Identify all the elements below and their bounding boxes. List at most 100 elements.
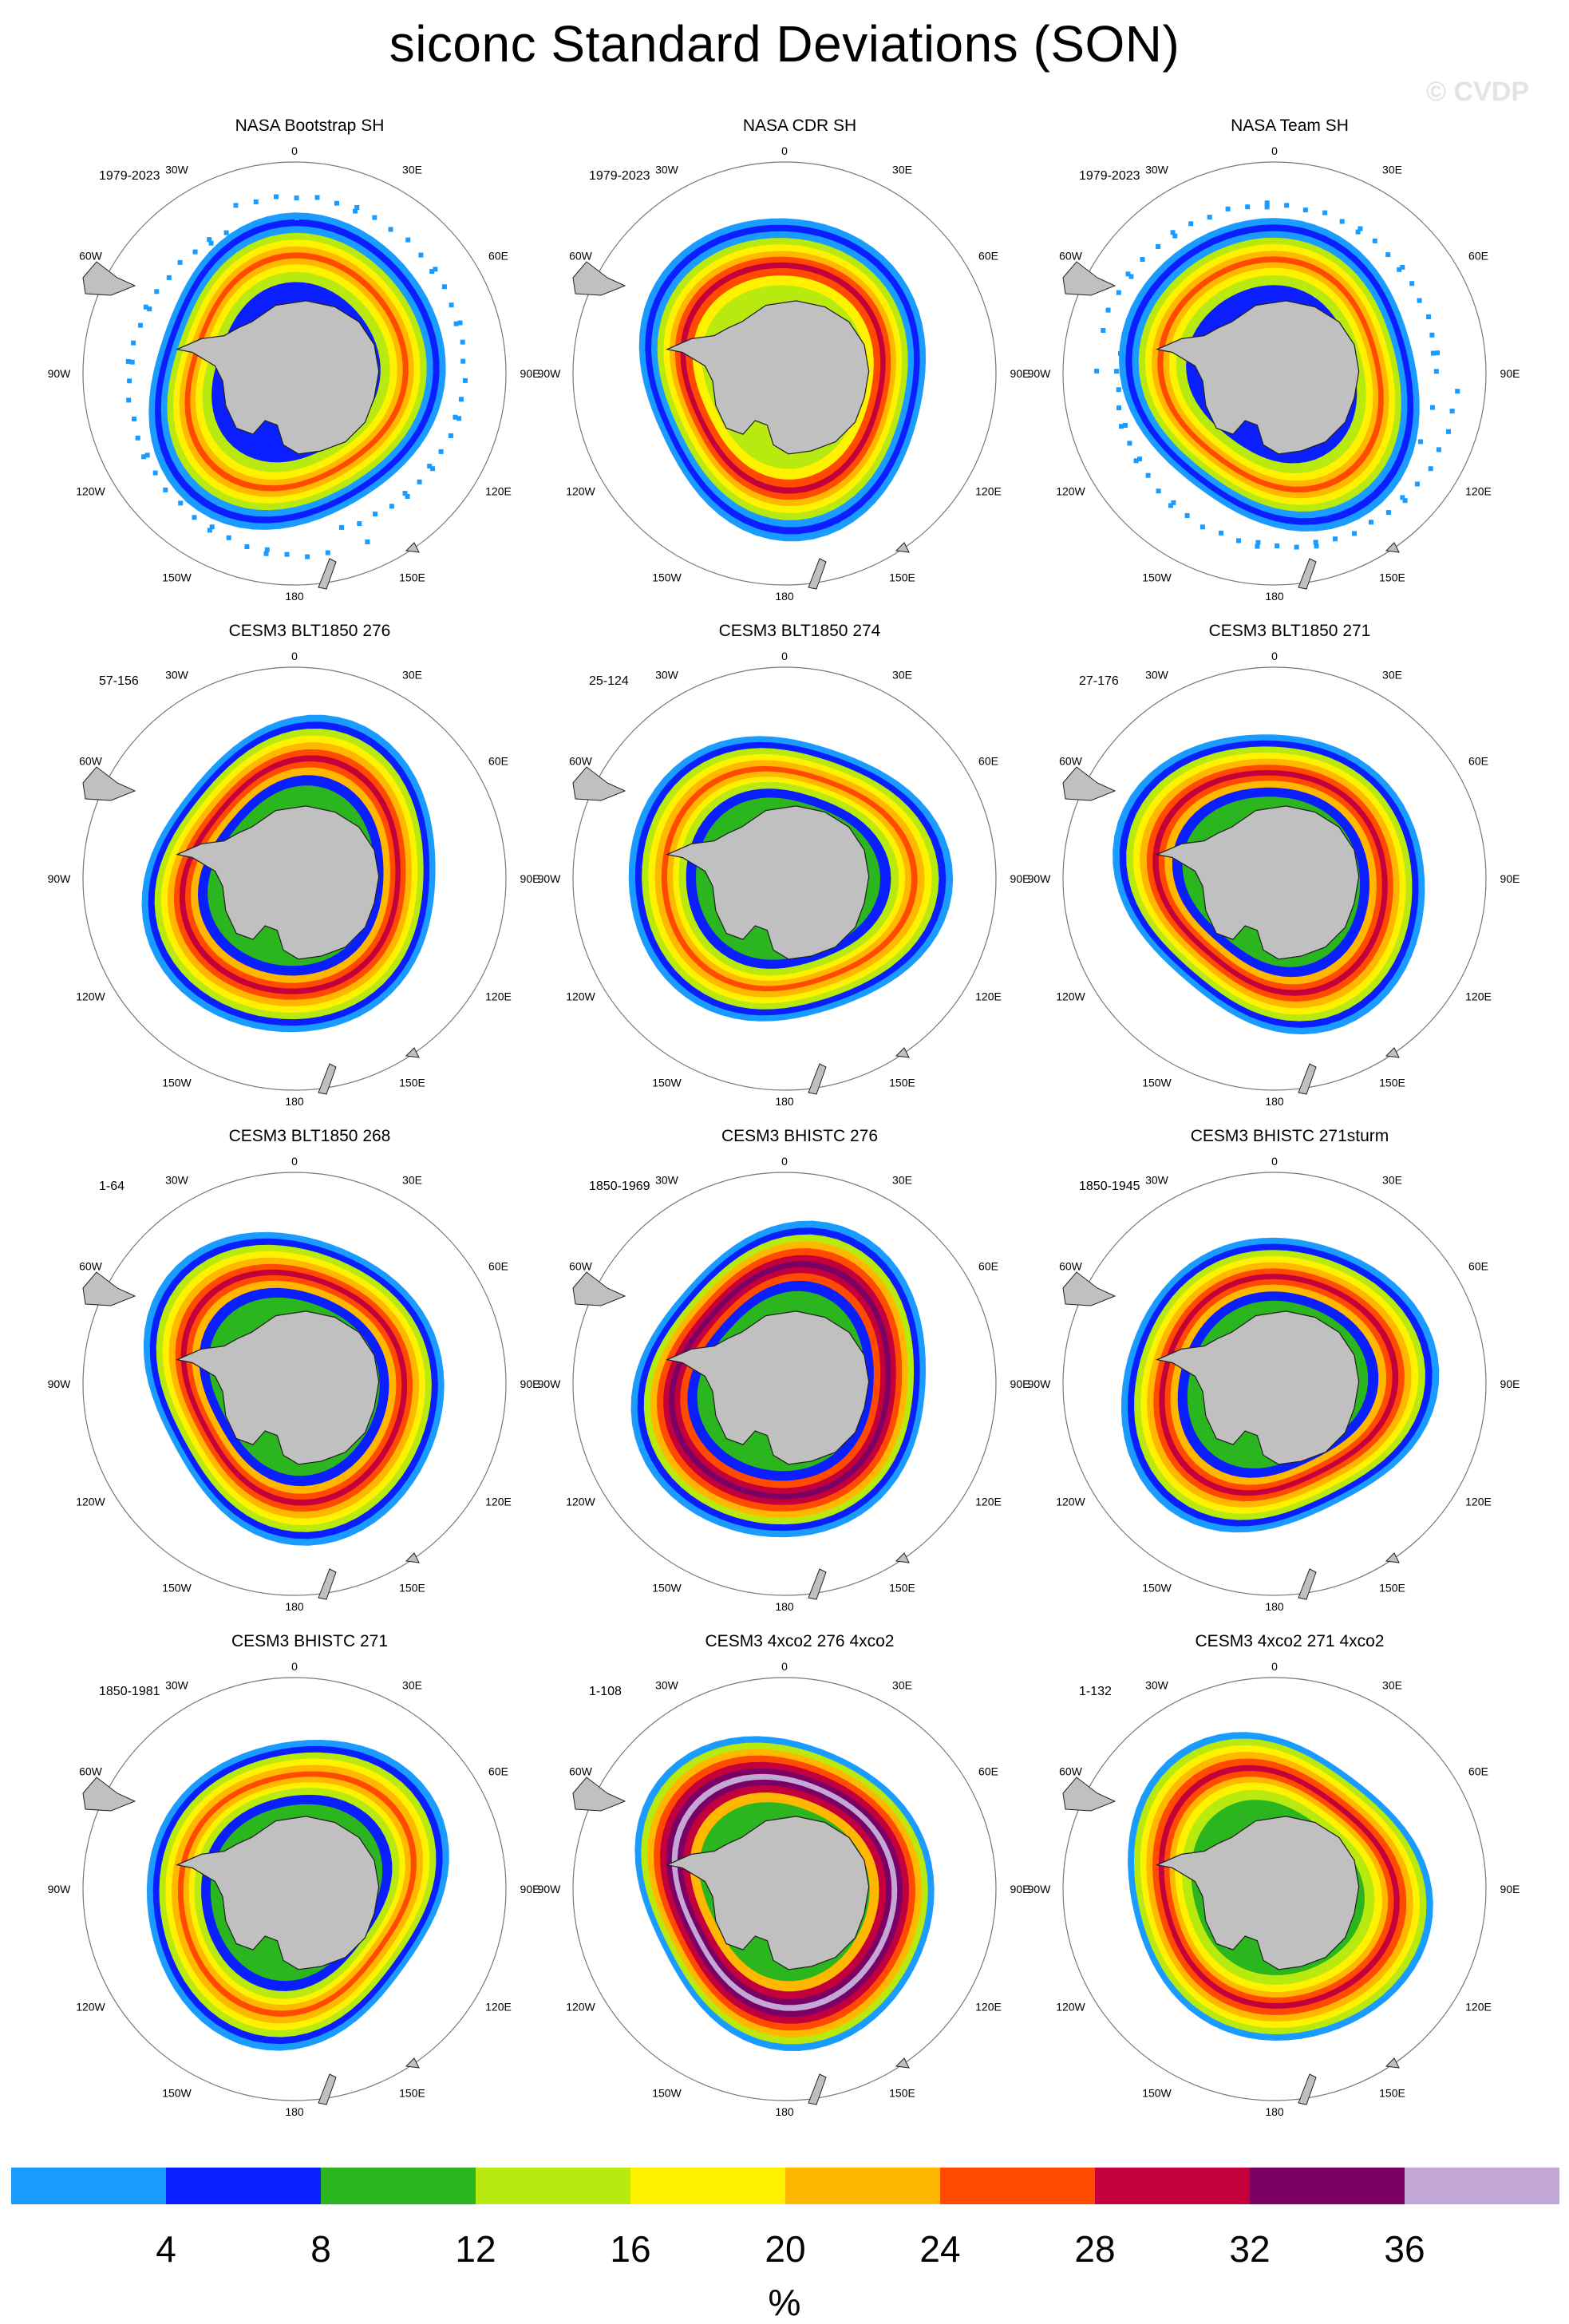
sea-ice-speckle xyxy=(1414,481,1420,487)
sea-ice-speckle xyxy=(1426,314,1432,319)
longitude-label: 90E xyxy=(1010,872,1030,885)
sea-ice-speckle xyxy=(417,479,422,484)
longitude-label: 0 xyxy=(781,1155,788,1168)
longitude-label: 90E xyxy=(1500,367,1520,380)
longitude-label: 120E xyxy=(975,990,1002,1003)
sea-ice-speckle xyxy=(462,377,468,383)
sea-ice-speckle xyxy=(441,284,447,290)
longitude-label: 0 xyxy=(291,650,298,662)
panel-years: 1979-2023 xyxy=(99,169,160,183)
longitude-label: 180 xyxy=(285,1600,304,1613)
longitude-label: 60W xyxy=(569,1765,593,1778)
colorbar-segment xyxy=(476,2168,631,2204)
tasmania xyxy=(405,2057,420,2069)
longitude-label: 0 xyxy=(1271,1155,1278,1168)
panel-title: CESM3 BLT1850 268 xyxy=(228,1127,391,1145)
longitude-label: 150E xyxy=(889,571,915,584)
longitude-label: 180 xyxy=(1265,590,1284,603)
longitude-label: 120E xyxy=(485,990,512,1003)
longitude-label: 90E xyxy=(520,1377,540,1390)
longitude-label: 60E xyxy=(978,1765,998,1778)
map-panel: CESM3 BLT1850 268 1-64 0 30E 60E 90E 120E 150E 1… xyxy=(48,1127,557,1633)
panel-years: 1-108 xyxy=(589,1685,622,1698)
sea-ice-speckle xyxy=(1255,543,1260,549)
polar-map: 0 30E 60E 90E 120E 150E 180 150W 120W 90W 60W 30W xyxy=(48,1660,540,2118)
longitude-label: 180 xyxy=(285,2105,304,2118)
longitude-label: 180 xyxy=(285,1095,304,1108)
longitude-label: 150W xyxy=(1142,1582,1172,1595)
sea-ice-speckle xyxy=(1128,274,1134,279)
colorbar-segment xyxy=(166,2168,322,2204)
sea-ice-speckle xyxy=(1199,524,1205,530)
longitude-label: 90E xyxy=(1010,367,1030,380)
colorbar-segment xyxy=(1095,2168,1251,2204)
south-america-tip xyxy=(572,1777,626,1812)
longitude-label: 60E xyxy=(488,755,508,768)
panel-title: NASA Bootstrap SH xyxy=(235,117,385,135)
colorbar-segment xyxy=(11,2168,167,2204)
longitude-label: 30E xyxy=(402,669,422,682)
sea-ice-speckle xyxy=(449,302,454,308)
south-america-tip xyxy=(82,766,136,801)
sea-ice-speckle xyxy=(1127,441,1132,446)
sea-ice-speckle xyxy=(1264,200,1270,206)
sea-ice-speckle xyxy=(129,359,135,365)
longitude-label: 0 xyxy=(291,1155,298,1168)
south-america-tip xyxy=(1062,261,1116,296)
longitude-label: 30E xyxy=(892,164,912,176)
longitude-label: 90E xyxy=(520,872,540,885)
sea-ice-speckle xyxy=(1435,350,1440,356)
sea-ice-speckle xyxy=(372,215,377,220)
longitude-label: 60E xyxy=(488,250,508,263)
south-america-tip xyxy=(82,1271,136,1306)
map-panel: CESM3 BLT1850 276 57-156 0 30E 60E 90E 120E 150… xyxy=(48,622,557,1128)
longitude-label: 120W xyxy=(76,485,105,498)
sea-ice-speckle xyxy=(1170,230,1176,235)
tasmania xyxy=(1385,542,1400,553)
longitude-label: 30W xyxy=(655,669,679,682)
new-zealand xyxy=(318,558,337,590)
sea-ice-speckle xyxy=(433,267,438,272)
sea-ice-speckle xyxy=(1433,369,1439,374)
sea-ice-speckle xyxy=(132,417,136,421)
sea-ice-speckle xyxy=(192,249,198,255)
sea-ice-speckle xyxy=(1119,424,1124,429)
tasmania xyxy=(1385,1552,1400,1563)
longitude-label: 60E xyxy=(1468,1260,1488,1273)
colorbar-tick-label: 20 xyxy=(765,2228,805,2270)
sea-ice-speckle xyxy=(314,195,320,200)
panel-title: CESM3 4xco2 271 4xco2 xyxy=(1195,1632,1385,1650)
sea-ice-speckle xyxy=(1372,238,1377,243)
panel-title: CESM3 BHISTC 276 xyxy=(721,1127,879,1145)
longitude-label: 120W xyxy=(566,1496,595,1508)
longitude-label: 120E xyxy=(975,2001,1002,2014)
longitude-label: 150W xyxy=(1142,2087,1172,2100)
sea-ice-speckle xyxy=(405,237,411,243)
sea-ice-speckle xyxy=(458,397,464,402)
longitude-label: 150E xyxy=(1379,1077,1405,1089)
sea-ice-speckle xyxy=(1284,203,1290,208)
longitude-label: 90E xyxy=(1500,1883,1520,1895)
longitude-label: 90W xyxy=(538,367,562,380)
sea-ice-speckle xyxy=(1118,350,1123,356)
sea-ice-speckle xyxy=(1188,221,1194,227)
longitude-label: 90W xyxy=(48,872,72,885)
sea-ice-speckle xyxy=(1358,226,1363,231)
sea-ice-speckle xyxy=(1418,439,1423,445)
figure-title: siconc Standard Deviations (SON) xyxy=(389,15,1180,73)
longitude-label: 60W xyxy=(1059,755,1083,768)
longitude-label: 60W xyxy=(79,1765,103,1778)
sea-ice-speckle xyxy=(1275,543,1280,548)
sea-ice-speckle xyxy=(166,275,172,280)
longitude-label: 90E xyxy=(1010,1377,1030,1390)
sea-ice-speckle xyxy=(294,215,299,220)
sea-ice-speckle xyxy=(354,205,360,210)
sea-ice-speckle xyxy=(1133,458,1139,464)
sea-ice-speckle xyxy=(1114,369,1120,374)
longitude-label: 30E xyxy=(402,1174,422,1187)
antarctica-landmass xyxy=(1155,805,1360,960)
sea-ice-speckle xyxy=(1313,540,1318,545)
map-panel: CESM3 4xco2 271 4xco2 1-132 0 30E 60E 90E 120E… xyxy=(1028,1632,1537,2138)
sea-ice-speckle xyxy=(1409,281,1415,287)
longitude-label: 180 xyxy=(775,1095,794,1108)
